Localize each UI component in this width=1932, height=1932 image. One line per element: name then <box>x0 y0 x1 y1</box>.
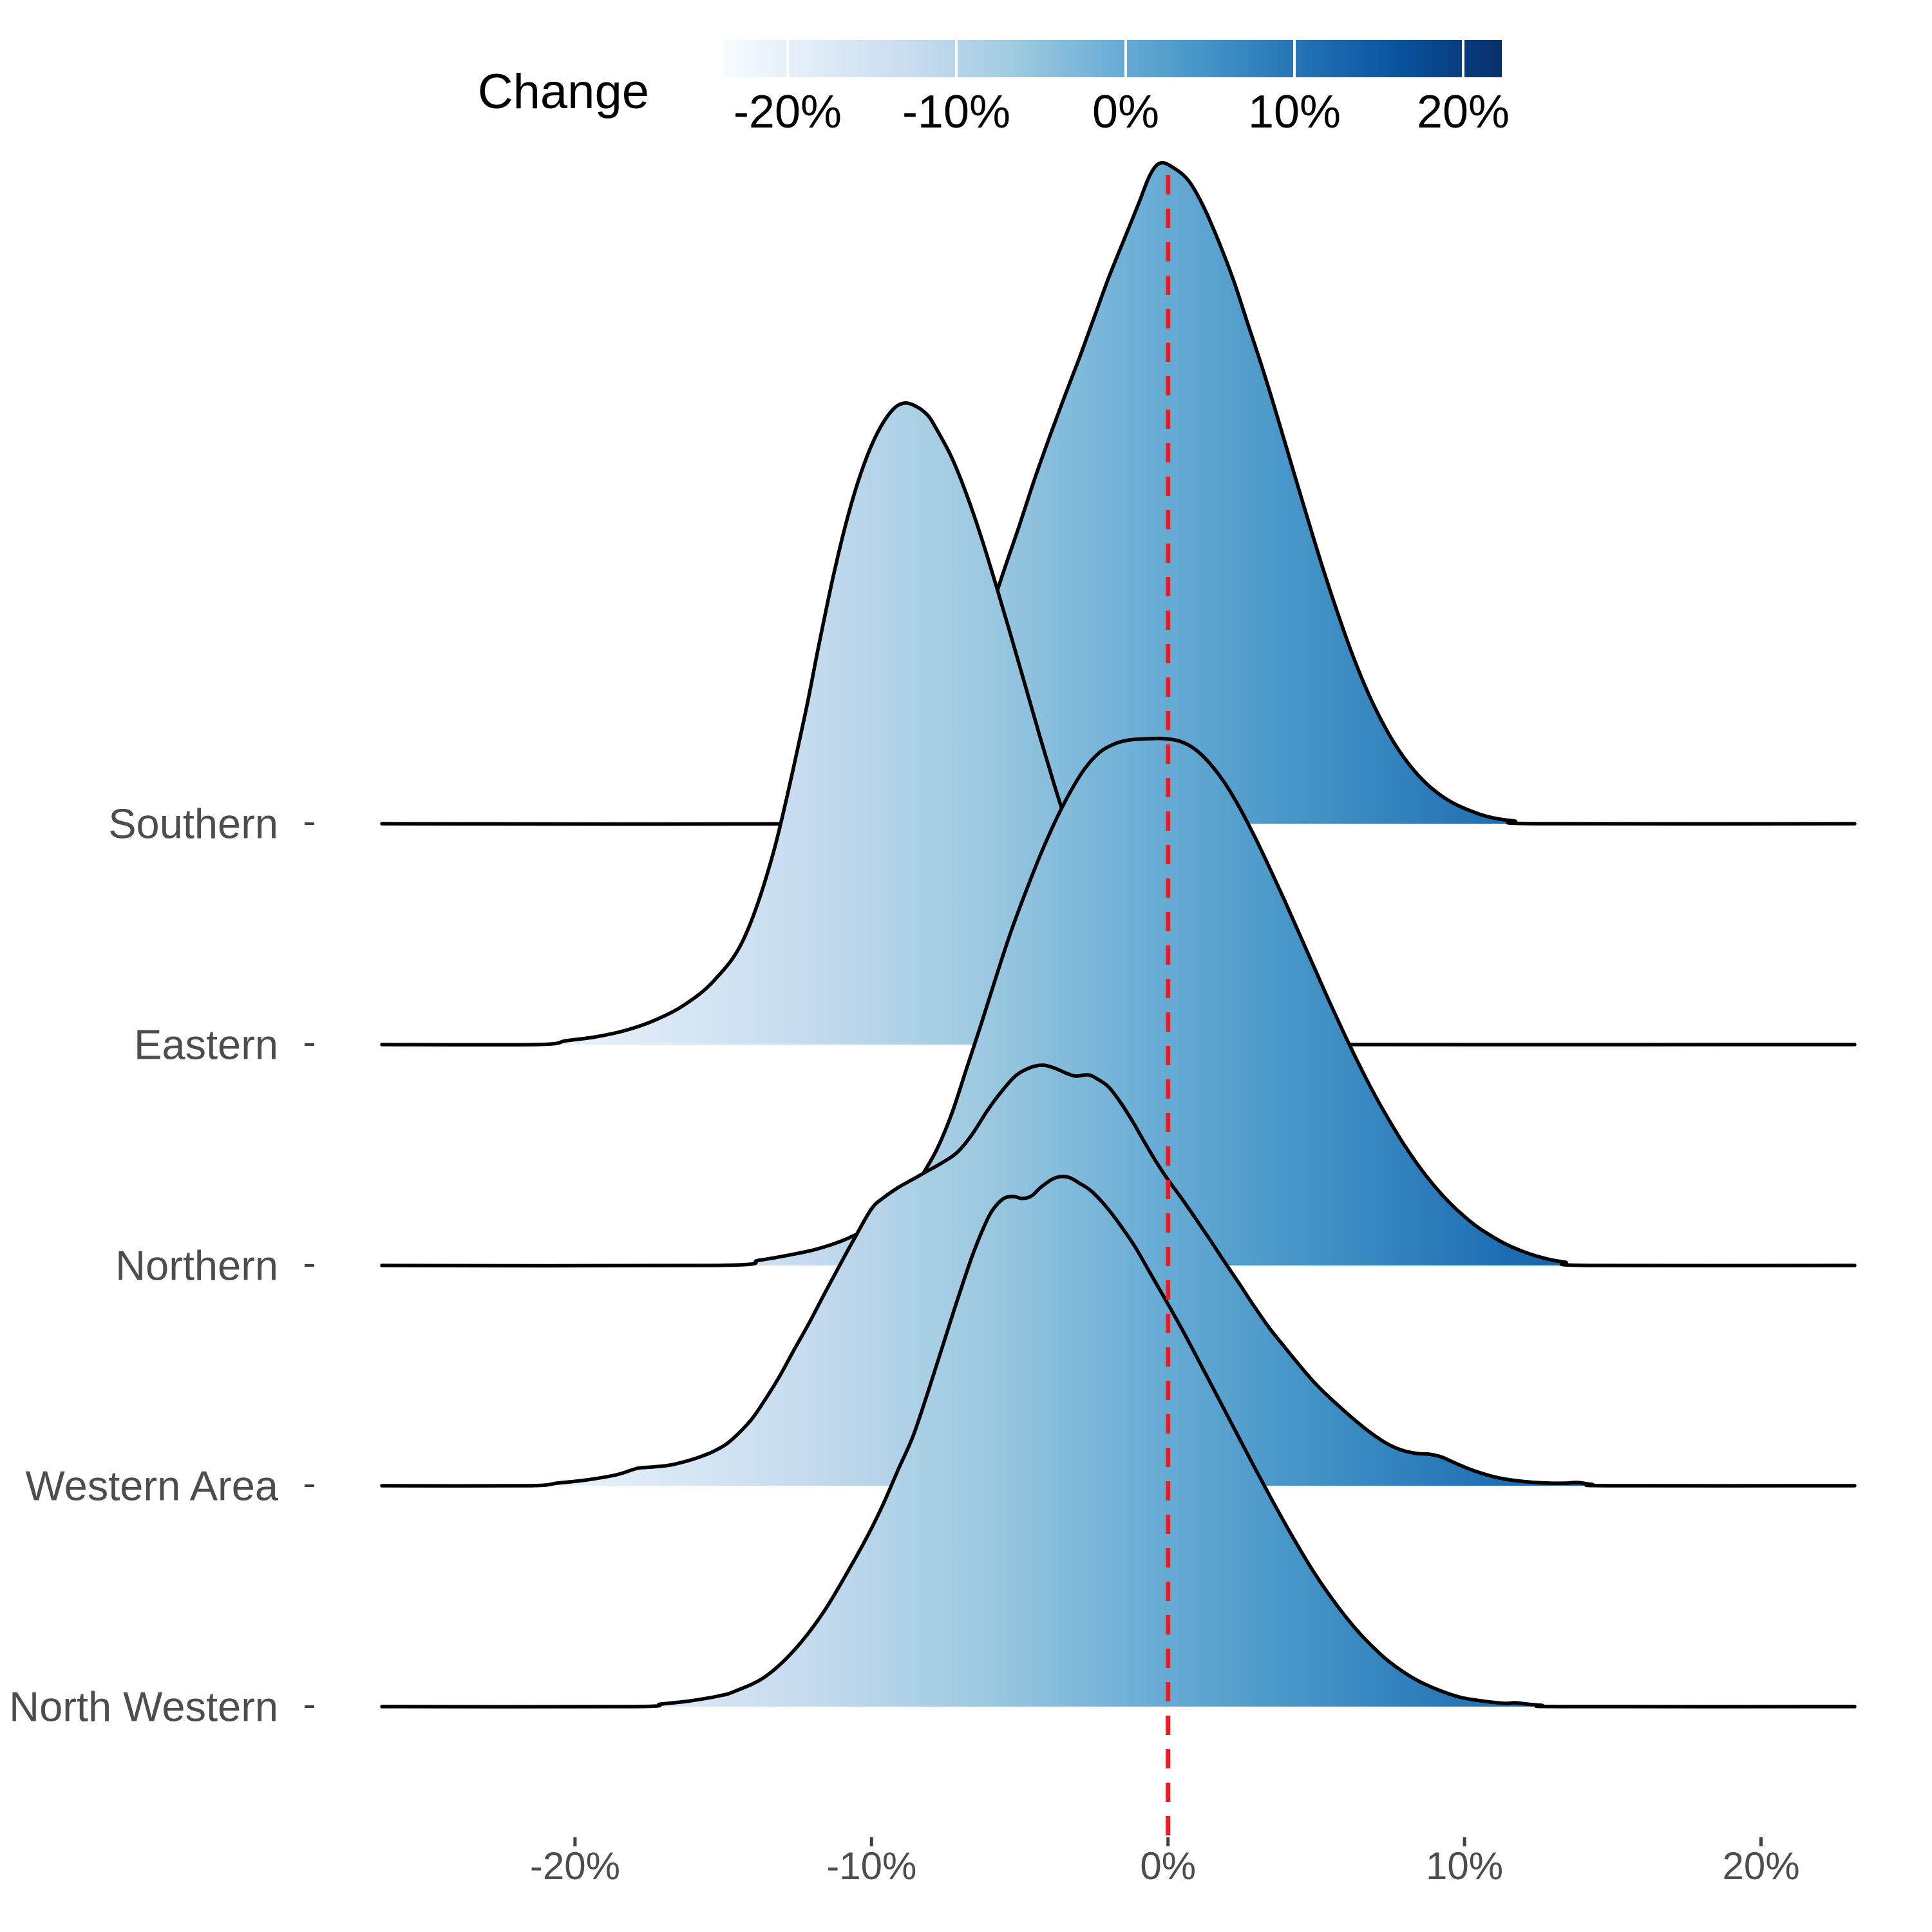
legend-gradient-bar <box>723 40 1502 77</box>
legend-tick-label: 20% <box>1417 86 1510 138</box>
legend-tick-label: -10% <box>902 86 1010 138</box>
legend-ticks <box>786 40 1464 77</box>
x-tick-label: 20% <box>1722 1844 1799 1888</box>
legend-tick-labels: -20% -10% 0% 10% 20% <box>734 86 1510 138</box>
x-tick-label: -20% <box>530 1844 620 1888</box>
x-tick-label: -10% <box>826 1844 916 1888</box>
density-curve-north-western <box>380 1175 1857 1709</box>
ridge-curves <box>380 160 1857 1709</box>
x-tick-label: 0% <box>1140 1844 1196 1888</box>
legend-title: Change <box>478 64 649 119</box>
y-label-eastern: Eastern <box>134 1021 278 1068</box>
y-label-western-area: Western Area <box>25 1463 278 1510</box>
legend-tick-label: 0% <box>1092 86 1159 138</box>
legend: -20% -10% 0% 10% 20% Change <box>478 40 1510 138</box>
x-axis: -20% -10% 0% 10% 20% <box>530 1837 1800 1888</box>
legend-tick-label: 10% <box>1248 86 1341 138</box>
y-label-north-western: North Western <box>9 1683 278 1730</box>
legend-tick-label: -20% <box>734 86 842 138</box>
x-tick-label: 10% <box>1426 1844 1503 1888</box>
y-label-southern: Southern <box>108 800 278 848</box>
y-axis: Southern Eastern Northern Western Area North… <box>9 800 314 1730</box>
density-curve-southern <box>380 160 1857 826</box>
y-label-northern: Northern <box>115 1242 278 1289</box>
